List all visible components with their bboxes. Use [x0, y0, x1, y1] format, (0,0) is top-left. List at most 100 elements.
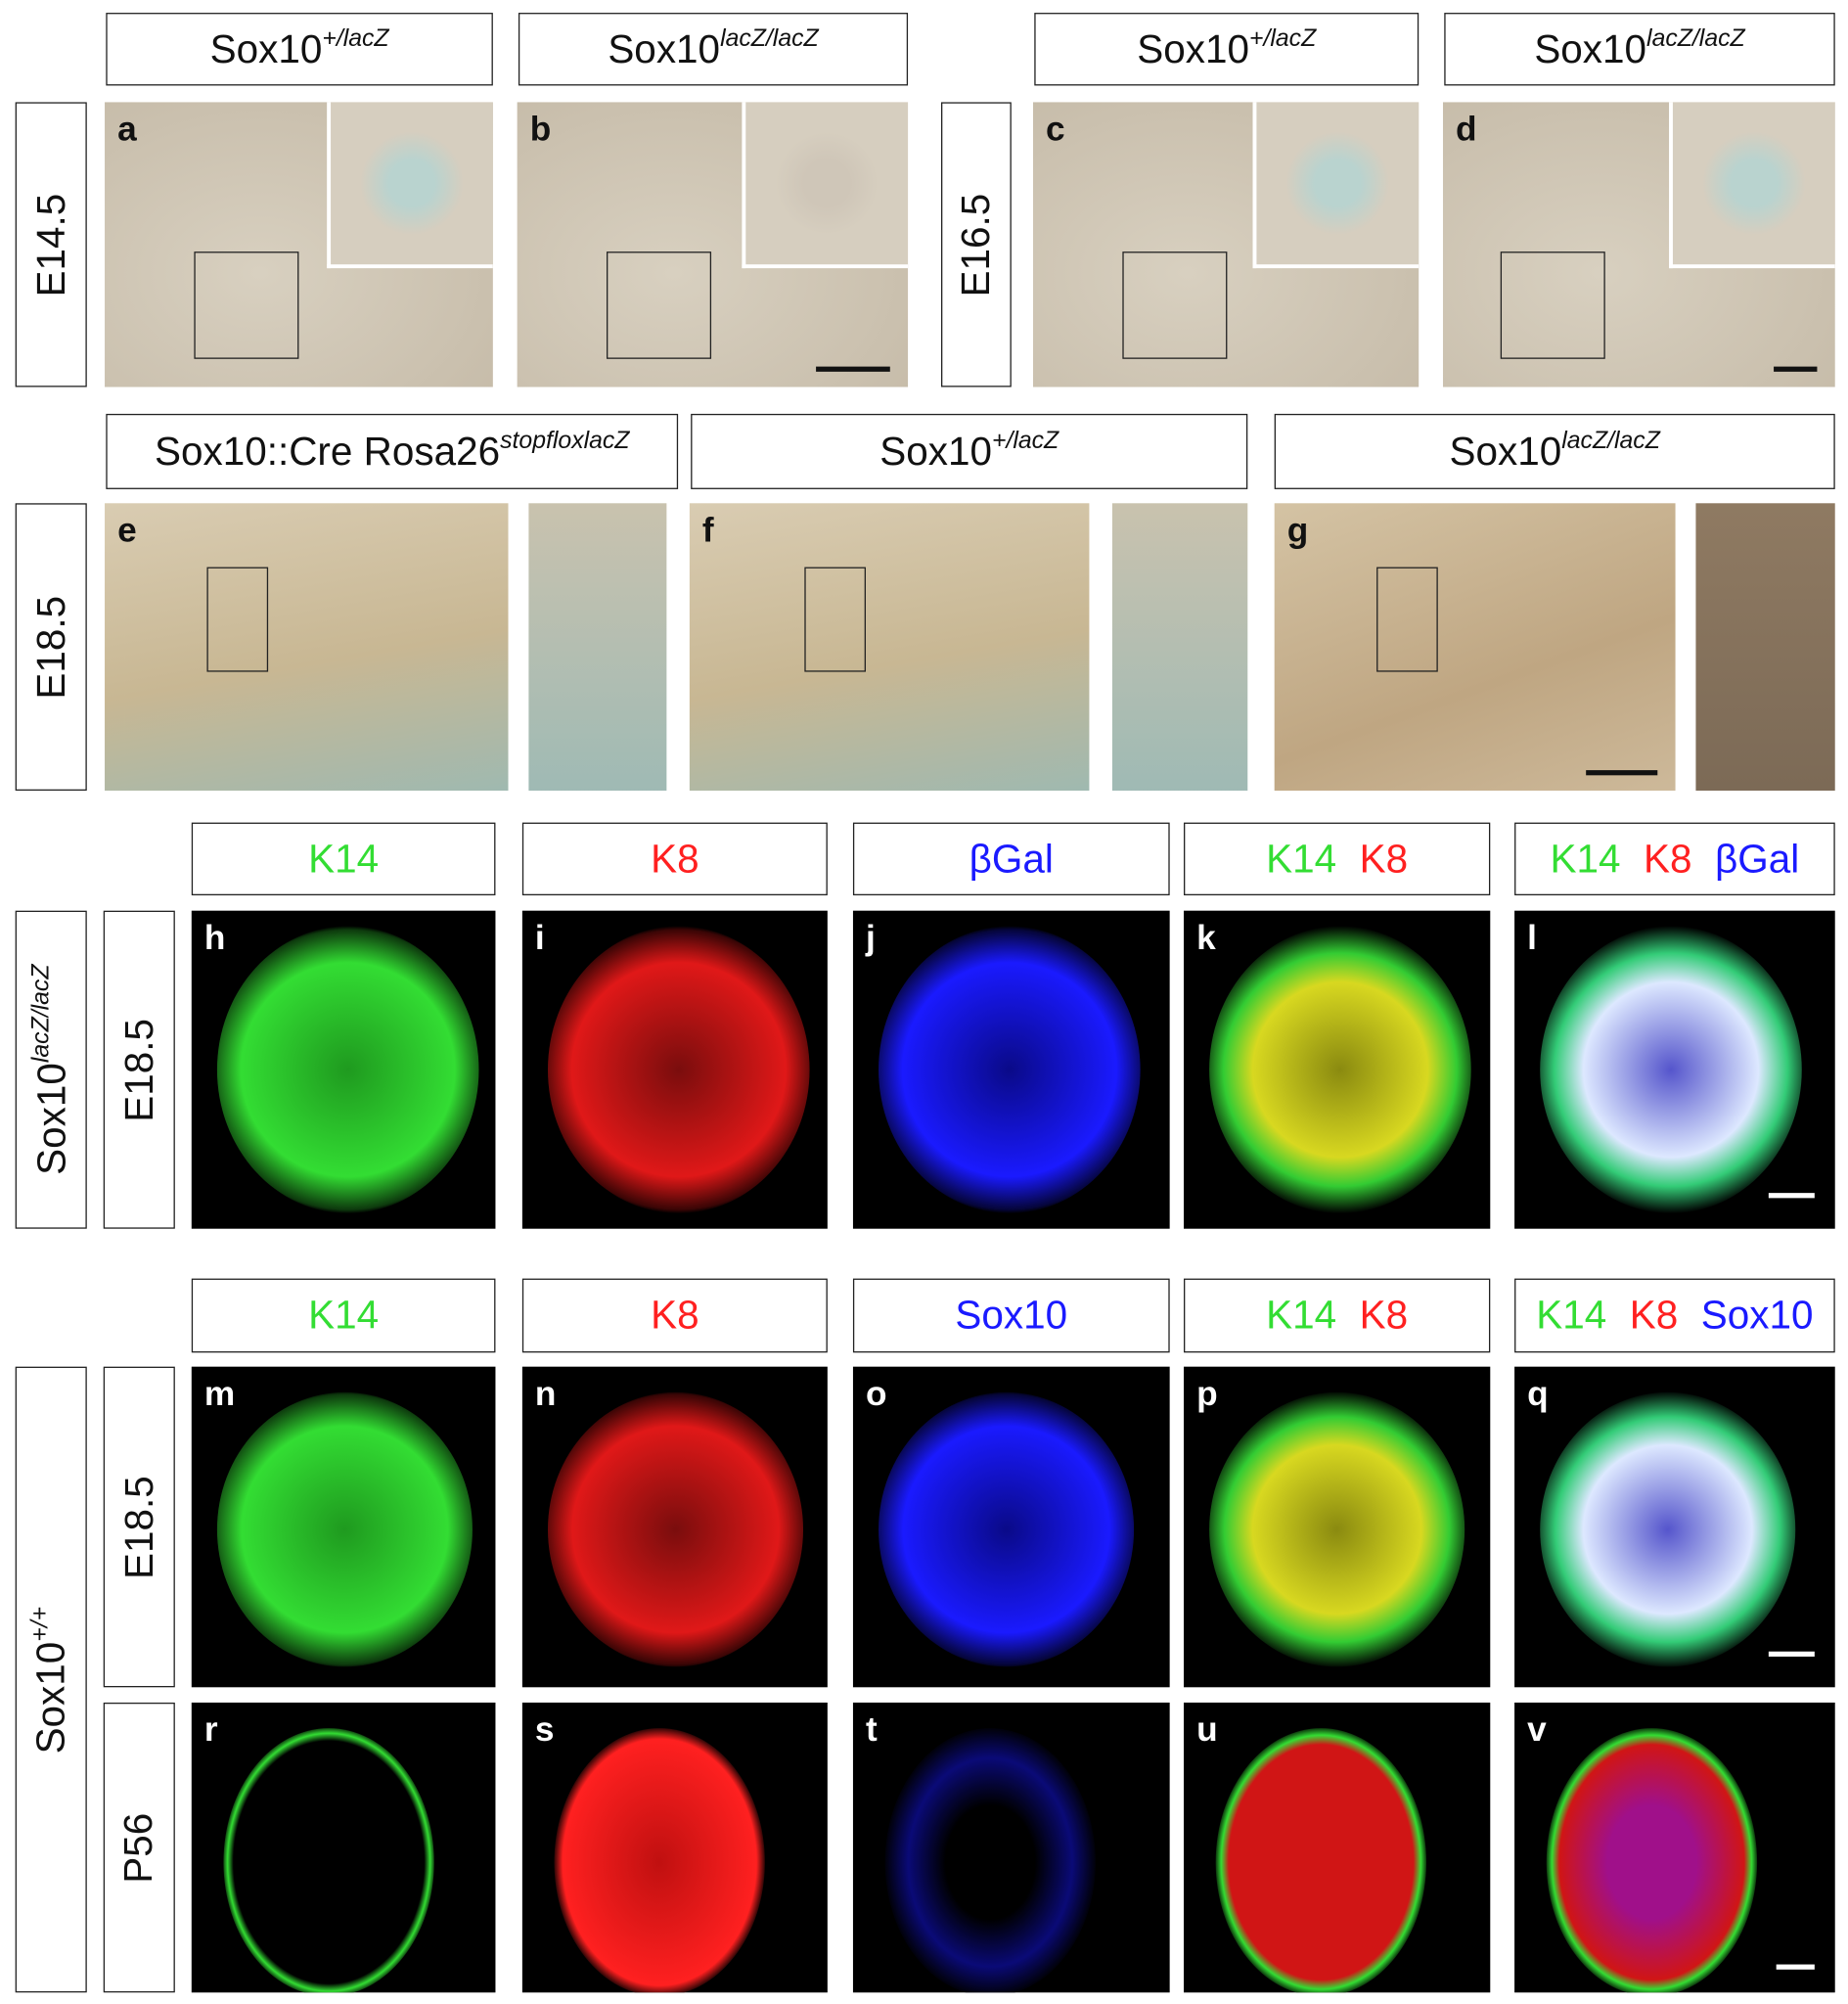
genotype-header: Sox10+/lacZ	[691, 413, 1248, 489]
label-sup: +/lacZ	[322, 25, 389, 53]
image-panel	[1111, 503, 1248, 791]
image-panel: t	[852, 1702, 1170, 1993]
marker-header: K14 K8 Sox10	[1514, 1278, 1835, 1353]
panel-letter: h	[203, 918, 226, 957]
label-sup: +/lacZ	[991, 428, 1059, 455]
marker-text: K8	[1359, 836, 1409, 882]
marker-header: K8	[521, 1278, 828, 1353]
image-panel: v	[1514, 1702, 1835, 1993]
image-panel: g	[1274, 503, 1676, 791]
genotype-label: Sox10+/+	[15, 1366, 87, 1993]
stain	[216, 926, 479, 1214]
image-panel: m	[191, 1366, 496, 1688]
label-text: Sox10::Cre Rosa26stopfloxlacZ	[155, 428, 629, 475]
panel-letter: f	[701, 511, 714, 550]
label-sup: +/lacZ	[1248, 25, 1317, 53]
image-panel	[528, 503, 667, 791]
label-text: Sox10lacZ/lacZ	[1534, 25, 1744, 72]
scale-bar	[1586, 770, 1658, 776]
stain	[223, 1728, 434, 1993]
panel-letter: s	[534, 1709, 555, 1749]
panel-letter: n	[534, 1374, 557, 1413]
label-base: Sox10	[1534, 26, 1647, 72]
image-panel: b	[517, 102, 909, 387]
panel-letter: q	[1527, 1374, 1549, 1413]
zoom-box	[206, 567, 269, 672]
panel-letter: d	[1456, 110, 1477, 149]
image-panel: n	[521, 1366, 828, 1688]
label-sup: lacZ/lacZ	[1561, 428, 1660, 455]
marker-text: Sox10	[1700, 1292, 1814, 1338]
stain	[554, 1728, 765, 1993]
panel-letter: u	[1196, 1709, 1218, 1749]
panel-letter: c	[1046, 110, 1065, 149]
stain	[1546, 1728, 1758, 1993]
panel-letter: a	[117, 110, 137, 149]
image-panel: s	[521, 1702, 828, 1993]
marker-text: Sox10	[955, 1292, 1068, 1338]
stain	[216, 1391, 473, 1667]
stage-text: E18.5	[27, 595, 73, 700]
stain	[1209, 926, 1471, 1214]
marker-text: K8	[1629, 1292, 1679, 1338]
image-panel	[1695, 503, 1835, 791]
panel-letter: o	[865, 1374, 887, 1413]
label-text: Sox10+/+	[27, 1606, 74, 1754]
marker-header: K14 K8	[1184, 822, 1491, 896]
label-sup: +/+	[27, 1606, 55, 1642]
label-sup: stopfloxlacZ	[500, 428, 630, 455]
label-text: Sox10lacZ/lacZ	[27, 965, 74, 1175]
stain	[1209, 1391, 1465, 1667]
zoom-box	[1376, 567, 1438, 672]
genotype-header: Sox10::Cre Rosa26stopfloxlacZ	[106, 413, 679, 489]
marker-text: K14	[1536, 1292, 1607, 1338]
label-base: Sox10	[1137, 26, 1249, 72]
label-text: Sox10+/lacZ	[210, 25, 389, 72]
panel-letter: k	[1196, 918, 1216, 957]
panel-letter: r	[203, 1709, 218, 1749]
image-panel: e	[105, 503, 509, 791]
marker-text: βGal	[1715, 836, 1800, 882]
marker-text: K14	[308, 836, 380, 882]
inset	[1252, 102, 1420, 269]
scale-bar	[1776, 1964, 1815, 1970]
inset	[327, 102, 493, 269]
panel-letter: b	[529, 110, 552, 149]
panel-letter: i	[534, 918, 545, 957]
stage-text: E16.5	[953, 193, 999, 296]
marker-text: K14	[308, 1292, 380, 1338]
panel-letter: l	[1527, 918, 1537, 957]
image-panel: o	[852, 1366, 1170, 1688]
genotype-label: Sox10lacZ/lacZ	[15, 910, 87, 1229]
genotype-header: Sox10lacZ/lacZ	[518, 13, 909, 86]
marker-text: K8	[651, 836, 699, 882]
label-text: Sox10lacZ/lacZ	[608, 25, 818, 72]
label-sup: lacZ/lacZ	[27, 964, 55, 1064]
marker-header: K14	[191, 1278, 496, 1353]
marker-text: K14	[1266, 836, 1337, 882]
label-base: Sox10	[28, 1641, 74, 1754]
stage-text: E18.5	[115, 1018, 161, 1122]
stage-label: E18.5	[15, 503, 87, 791]
label-base: Sox10	[28, 1063, 74, 1175]
genotype-header: Sox10+/lacZ	[1034, 13, 1420, 86]
inset	[1669, 102, 1835, 269]
scale-bar	[816, 366, 890, 372]
marker-text: K8	[651, 1292, 699, 1338]
stage-label: E16.5	[941, 102, 1012, 387]
stage-label: E18.5	[103, 1366, 175, 1688]
label-sup: lacZ/lacZ	[1646, 25, 1745, 53]
marker-text: βGal	[969, 836, 1054, 882]
label-base: Sox10::Cre Rosa26	[154, 429, 501, 475]
panel-letter: v	[1527, 1709, 1547, 1749]
image-panel: j	[852, 910, 1170, 1229]
image-panel: f	[689, 503, 1090, 791]
image-panel: u	[1184, 1702, 1491, 1993]
image-panel: q	[1514, 1366, 1835, 1688]
zoom-box	[607, 251, 712, 359]
zoom-box	[1122, 251, 1228, 359]
image-panel: p	[1184, 1366, 1491, 1688]
marker-header: K14 K8 βGal	[1514, 822, 1835, 896]
label-base: Sox10	[209, 26, 323, 72]
